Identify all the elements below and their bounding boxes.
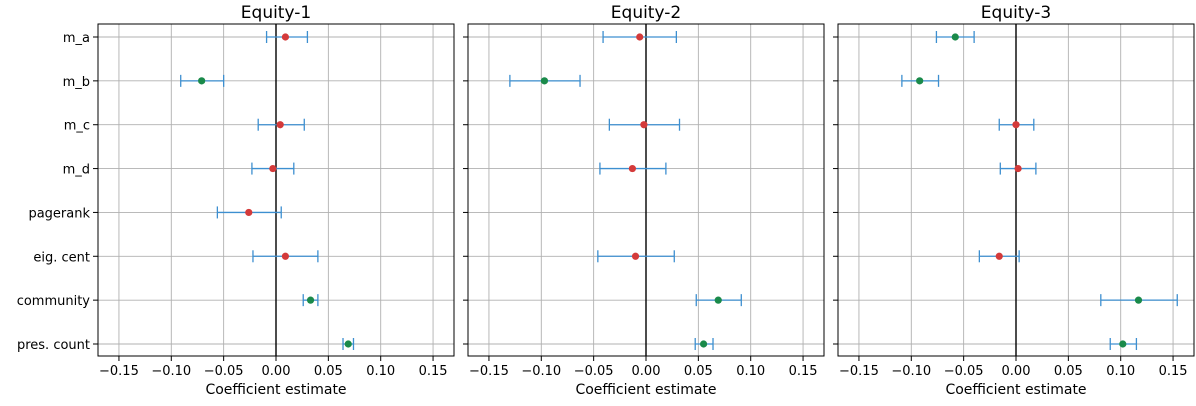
x-tick-label: 0.15	[419, 364, 448, 379]
estimate-point	[631, 252, 640, 260]
x-tick-label: 0.00	[1002, 364, 1031, 379]
x-tick-label: 0.10	[1106, 364, 1135, 379]
estimate-point	[1134, 296, 1143, 304]
x-tick-label: −0.10	[891, 364, 931, 379]
estimate-point	[951, 33, 959, 41]
x-tick-label: −0.15	[469, 364, 509, 379]
x-tick-label: −0.05	[574, 364, 614, 379]
estimate-point	[276, 121, 284, 129]
panel-3: −0.15 −0.10 −0.05 0.00 0.05 0.10 0.15 Equity-3 C…	[833, 3, 1195, 398]
x-tick-label: 0.15	[789, 364, 818, 379]
estimate-point	[640, 121, 648, 129]
estimate-point	[628, 164, 636, 173]
y-tick-label: m_b	[63, 75, 90, 90]
panel-2: −0.15 −0.10 −0.05 0.00 0.05 0.10 0.15 Equity-2 C…	[463, 3, 825, 398]
x-tick-label: 0.05	[314, 364, 343, 379]
estimate-point	[995, 252, 1003, 260]
chart-title: Equity-3	[981, 3, 1051, 23]
y-tick-label: pres. count	[17, 338, 90, 353]
y-tick-label: eig. cent	[33, 250, 90, 265]
x-tick-label: −0.10	[521, 364, 561, 379]
y-tick-label: m_c	[64, 119, 90, 134]
x-axis-label: Coefficient estimate	[945, 382, 1086, 398]
panel-1: −0.15 −0.10 −0.05 0.00 0.05 0.10 0.15 m_a m_b m_c…	[17, 3, 455, 398]
estimate-point	[540, 77, 549, 85]
estimate-point	[198, 77, 206, 85]
x-tick-label: 0.05	[684, 364, 713, 379]
x-tick-label: −0.15	[839, 364, 879, 379]
y-tick-label: m_d	[63, 163, 90, 178]
x-tick-label: −0.10	[151, 364, 191, 379]
estimate-point	[306, 296, 315, 304]
x-axis-label: Coefficient estimate	[575, 382, 716, 398]
y-tick-label: m_a	[63, 31, 90, 46]
estimate-point	[636, 33, 644, 41]
x-tick-label: −0.05	[944, 364, 984, 379]
estimate-point	[916, 77, 924, 85]
estimate-point	[344, 340, 352, 348]
x-tick-label: 0.00	[262, 364, 291, 379]
x-tick-label: 0.15	[1159, 364, 1188, 379]
estimate-point	[699, 340, 708, 348]
y-tick-label: community	[17, 294, 91, 309]
estimate-point	[281, 252, 290, 260]
estimate-point	[1014, 164, 1022, 173]
estimate-point	[714, 296, 722, 304]
estimate-point	[269, 164, 277, 173]
chart-title: Equity-2	[611, 3, 681, 23]
x-tick-label: 0.00	[632, 364, 661, 379]
estimate-point	[281, 33, 290, 41]
x-tick-label: 0.05	[1054, 364, 1083, 379]
x-tick-label: 0.10	[366, 364, 395, 379]
chart-title: Equity-1	[241, 3, 311, 23]
x-tick-label: 0.10	[736, 364, 765, 379]
x-axis-label: Coefficient estimate	[205, 382, 346, 398]
estimate-point	[1012, 121, 1020, 129]
estimate-point	[245, 208, 253, 217]
x-tick-label: −0.15	[99, 364, 139, 379]
y-tick-label: pagerank	[28, 206, 90, 221]
estimate-point	[1119, 340, 1127, 348]
x-tick-label: −0.05	[204, 364, 244, 379]
